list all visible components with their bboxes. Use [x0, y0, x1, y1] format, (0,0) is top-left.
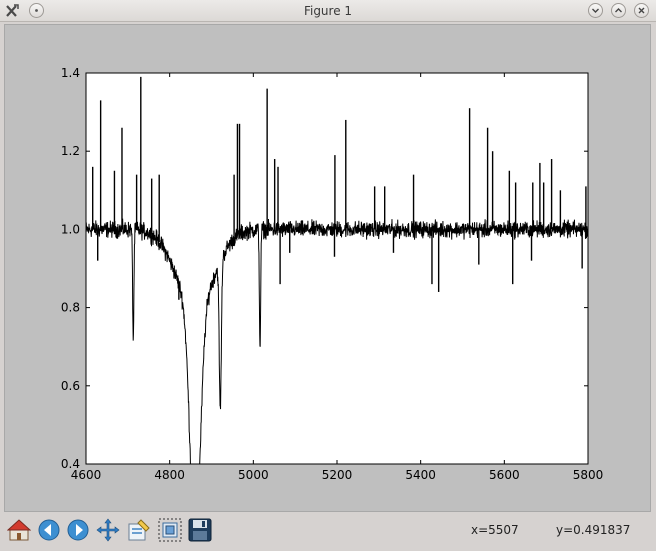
pan-button[interactable] — [94, 516, 122, 544]
navigation-toolbar: x=5507 y=0.491837 — [0, 513, 656, 551]
series-layer — [85, 76, 589, 465]
figure-canvas[interactable]: 4600 4800 5000 5200 5400 5600 5800 0.4 0.6 0.8 1.0… — [4, 24, 651, 512]
back-button[interactable] — [35, 516, 63, 544]
save-icon — [188, 518, 212, 542]
forward-icon — [67, 519, 89, 541]
y-tick-label: 1.4 — [61, 66, 80, 80]
spectrum-series-line — [85, 218, 589, 465]
spectrum-chart[interactable]: 4600 4800 5000 5200 5400 5600 5800 0.4 0.6 0.8 1.0… — [5, 25, 650, 511]
cursor-y-readout: y=0.491837 — [556, 523, 631, 537]
forward-button[interactable] — [64, 516, 92, 544]
y-tick-label: 0.4 — [61, 457, 80, 471]
app-icon[interactable] — [4, 3, 20, 19]
home-icon — [7, 519, 31, 541]
y-tick-label: 1.2 — [61, 144, 80, 158]
y-tick-label: 0.6 — [61, 379, 80, 393]
zoom-icon — [158, 518, 182, 542]
window-titlebar: Figure 1 — [0, 0, 656, 22]
home-button[interactable] — [5, 516, 33, 544]
x-tick-label: 5800 — [573, 468, 604, 482]
back-icon — [38, 519, 60, 541]
configure-icon — [128, 519, 150, 541]
save-button[interactable] — [186, 516, 214, 544]
x-tick-label: 4800 — [154, 468, 185, 482]
x-tick-label: 5600 — [489, 468, 520, 482]
axes-background — [86, 73, 588, 464]
cursor-x-readout: x=5507 — [471, 523, 519, 537]
x-tick-label: 5400 — [405, 468, 436, 482]
window-menu-button[interactable] — [29, 3, 44, 18]
x-tick-label: 5200 — [322, 468, 353, 482]
ticks-layer: 4600 4800 5000 5200 5400 5600 5800 0.4 0.6 0.8 1.0… — [61, 66, 603, 482]
zoom-button[interactable] — [156, 516, 184, 544]
window-title: Figure 1 — [303, 4, 353, 18]
axes-frame — [85, 72, 589, 465]
y-tick-label: 0.8 — [61, 301, 80, 315]
close-button[interactable] — [634, 3, 649, 18]
x-tick-label: 4600 — [71, 468, 102, 482]
x-tick-label: 5000 — [238, 468, 269, 482]
y-tick-label: 1.0 — [61, 222, 80, 236]
configure-subplots-button[interactable] — [125, 516, 153, 544]
minimize-button[interactable] — [588, 3, 603, 18]
maximize-button[interactable] — [611, 3, 626, 18]
pan-icon — [96, 518, 120, 542]
